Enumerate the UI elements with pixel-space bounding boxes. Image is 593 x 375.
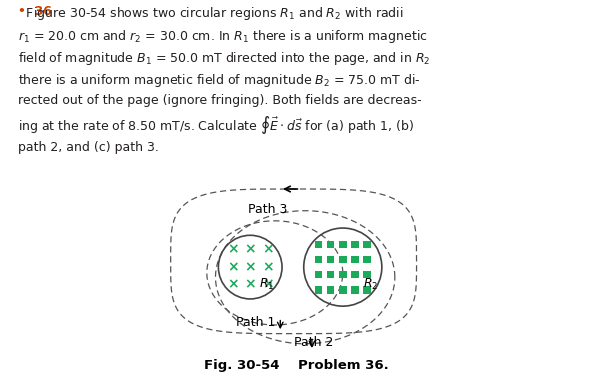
FancyBboxPatch shape: [315, 286, 323, 294]
Text: ×: ×: [262, 243, 273, 256]
Text: Figure 30-54 shows two circular regions $R_1$ and $R_2$ with radii
$r_1$ = 20.0 : Figure 30-54 shows two circular regions …: [18, 5, 430, 154]
FancyBboxPatch shape: [339, 286, 346, 294]
FancyBboxPatch shape: [364, 256, 371, 263]
FancyBboxPatch shape: [327, 286, 334, 294]
Text: • 36: • 36: [18, 5, 52, 18]
Text: ×: ×: [227, 278, 238, 292]
FancyBboxPatch shape: [351, 271, 359, 278]
FancyBboxPatch shape: [364, 286, 371, 294]
Text: ×: ×: [244, 278, 256, 292]
Text: $R_1$: $R_1$: [259, 277, 275, 292]
FancyBboxPatch shape: [315, 256, 323, 263]
FancyBboxPatch shape: [327, 256, 334, 263]
FancyBboxPatch shape: [339, 271, 346, 278]
FancyBboxPatch shape: [364, 241, 371, 248]
FancyBboxPatch shape: [339, 256, 346, 263]
Text: $R_2$: $R_2$: [363, 277, 378, 292]
FancyBboxPatch shape: [351, 241, 359, 248]
Text: Fig. 30-54    Problem 36.: Fig. 30-54 Problem 36.: [204, 359, 389, 372]
Text: ×: ×: [227, 243, 238, 256]
FancyBboxPatch shape: [351, 286, 359, 294]
FancyBboxPatch shape: [351, 256, 359, 263]
Text: ×: ×: [262, 260, 273, 274]
FancyBboxPatch shape: [339, 241, 346, 248]
FancyBboxPatch shape: [327, 241, 334, 248]
Text: Path 3: Path 3: [248, 203, 287, 216]
Text: Path 1: Path 1: [237, 316, 276, 328]
Text: ×: ×: [244, 260, 256, 274]
Text: ×: ×: [262, 278, 273, 292]
FancyBboxPatch shape: [315, 241, 323, 248]
FancyBboxPatch shape: [315, 271, 323, 278]
Text: ×: ×: [244, 243, 256, 256]
Text: Path 2: Path 2: [294, 336, 333, 349]
FancyBboxPatch shape: [364, 271, 371, 278]
Text: ×: ×: [227, 260, 238, 274]
FancyBboxPatch shape: [327, 271, 334, 278]
